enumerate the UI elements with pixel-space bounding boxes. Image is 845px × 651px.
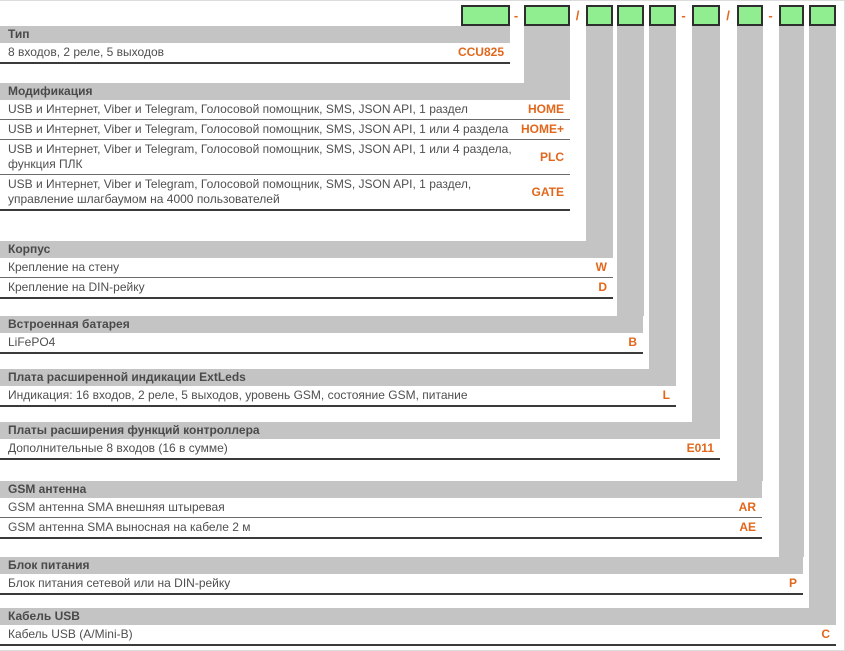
code-separator: / (575, 8, 580, 23)
section-gsm-antenna: GSM антенна GSM антенна SMA внешняя штыр… (0, 481, 762, 539)
section-title: Встроенная батарея (0, 316, 643, 333)
option-description: LiFePO4 (8, 335, 56, 349)
option-code: P (788, 576, 797, 590)
option-description: Крепление на стену (8, 260, 120, 274)
code-segment-battery (617, 5, 644, 26)
option-row: USB и Интернет, Viber и Telegram, Голосо… (0, 100, 570, 120)
option-code: C (821, 627, 830, 641)
section-title: Блок питания (0, 557, 803, 574)
option-description: Дополнительные 8 входов (16 в сумме) (8, 441, 228, 455)
connector-column-power-supply (779, 26, 804, 557)
option-code: W (595, 260, 607, 274)
option-row: Блок питания сетевой или на DIN-рейку P (0, 574, 803, 595)
option-code: GATE (531, 184, 564, 199)
connector-column-modification (524, 26, 570, 83)
option-code: L (662, 388, 670, 402)
option-description: Индикация: 16 входов, 2 реле, 5 выходов,… (8, 388, 468, 402)
section-enclosure: Корпус Крепление на стену W Крепление на… (0, 241, 613, 299)
option-row: LiFePO4 B (0, 333, 643, 354)
option-row: Кабель USB (A/Mini-B) C (0, 625, 836, 646)
option-row: 8 входов, 2 реле, 5 выходов CCU825 (0, 43, 510, 64)
option-row: USB и Интернет, Viber и Telegram, Голосо… (0, 140, 570, 175)
option-description: Кабель USB (A/Mini-B) (8, 627, 133, 641)
section-title: Корпус (0, 241, 613, 258)
connector-column-usb-cable (809, 26, 836, 608)
section-title: Кабель USB (0, 608, 836, 625)
option-row: Крепление на DIN-рейку D (0, 278, 613, 299)
option-description: USB и Интернет, Viber и Telegram, Голосо… (8, 102, 468, 116)
connector-column-enclosure (586, 26, 613, 241)
option-code: HOME (528, 102, 564, 116)
option-description: Крепление на DIN-рейку (8, 280, 145, 294)
code-segment-extleds (649, 5, 676, 26)
option-code: CCU825 (457, 45, 504, 59)
option-description: USB и Интернет, Viber и Telegram, Голосо… (8, 122, 509, 136)
option-code: AR (738, 500, 756, 514)
option-row: GSM антенна SMA выносная на кабеле 2 м A… (0, 518, 762, 539)
option-row: Крепление на стену W (0, 258, 613, 278)
code-segment-usb-cable (809, 5, 836, 26)
option-description: GSM антенна SMA выносная на кабеле 2 м (8, 520, 251, 534)
code-segment-power-supply (779, 5, 804, 26)
option-description: 8 входов, 2 реле, 5 выходов (8, 45, 165, 59)
section-title: GSM антенна (0, 481, 762, 498)
section-usb-cable: Кабель USB Кабель USB (A/Mini-B) C (0, 608, 836, 646)
code-segment-expansion-board (692, 5, 720, 26)
section-title: Тип (0, 26, 510, 43)
option-description: Блок питания сетевой или на DIN-рейку (8, 576, 231, 590)
option-description: GSM антенна SMA внешняя штыревая (8, 500, 225, 514)
option-row: Индикация: 16 входов, 2 реле, 5 выходов,… (0, 386, 676, 407)
option-row: Дополнительные 8 входов (16 в сумме) E01… (0, 439, 720, 460)
code-segment-type (461, 5, 510, 26)
connector-column-expansion-board (692, 26, 720, 422)
section-modification: Модификация USB и Интернет, Viber и Tele… (0, 83, 570, 211)
section-title: Плата расширенной индикации ExtLeds (0, 369, 676, 386)
option-row: USB и Интернет, Viber и Telegram, Голосо… (0, 175, 570, 211)
option-code: PLC (540, 149, 564, 164)
option-description: USB и Интернет, Viber и Telegram, Голосо… (8, 177, 472, 206)
option-row: USB и Интернет, Viber и Telegram, Голосо… (0, 120, 570, 140)
section-title: Модификация (0, 83, 570, 100)
section-type: Тип 8 входов, 2 реле, 5 выходов CCU825 (0, 26, 510, 64)
section-battery: Встроенная батарея LiFePO4 B (0, 316, 643, 354)
connector-column-battery (617, 26, 644, 316)
section-title: Платы расширения функций контроллера (0, 422, 720, 439)
code-separator: / (726, 8, 730, 23)
option-row: GSM антенна SMA внешняя штыревая AR (0, 498, 762, 518)
option-code: E011 (686, 441, 714, 455)
connector-column-gsm-antenna (737, 26, 763, 481)
option-code: D (598, 280, 607, 294)
option-code: B (628, 335, 637, 349)
code-segment-gsm-antenna (737, 5, 763, 26)
code-segment-modification (524, 5, 570, 26)
section-expansion-boards: Платы расширения функций контроллера Доп… (0, 422, 720, 460)
code-separator: - (768, 8, 773, 23)
option-description: USB и Интернет, Viber и Telegram, Голосо… (8, 142, 512, 171)
section-extleds: Плата расширенной индикации ExtLeds Инди… (0, 369, 676, 407)
option-code: AE (739, 520, 756, 534)
option-code: HOME+ (520, 122, 564, 136)
section-power-supply: Блок питания Блок питания сетевой или на… (0, 557, 803, 595)
code-segment-enclosure (586, 5, 613, 26)
connector-column-extleds (649, 26, 676, 369)
code-separator: - (681, 8, 686, 23)
code-separator: - (513, 8, 519, 23)
